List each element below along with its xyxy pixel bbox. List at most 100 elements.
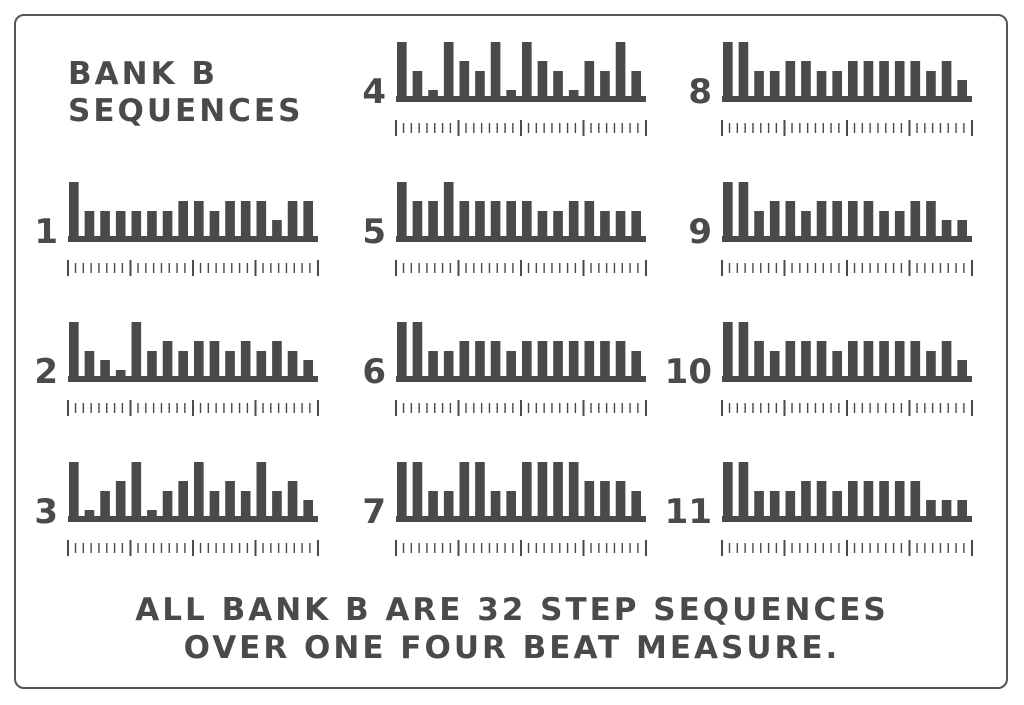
sequence-7-tick-0 (395, 540, 397, 556)
sequence-label-4: 4 (362, 72, 386, 112)
sequence-7-tick-31 (637, 543, 639, 553)
sequence-7-step-5 (428, 491, 438, 522)
sequence-9-tick-13 (822, 263, 824, 273)
sequence-11-tick-7 (775, 543, 778, 553)
sequence-7-tick-24 (582, 540, 585, 556)
sequence-10-step-5 (754, 341, 764, 382)
sequence-2-tick-28 (285, 403, 288, 413)
sequence-10-tick-28 (939, 403, 942, 413)
sequence-7-tick-14 (504, 543, 506, 553)
sequence-10-step-29 (941, 341, 952, 382)
sequence-2-tick-14 (176, 403, 178, 413)
sequence-3-tick-28 (285, 543, 288, 553)
sequence-9-tick-19 (869, 263, 871, 273)
sequence-5-tick-9 (465, 263, 467, 273)
sequence-6-tick-21 (559, 403, 561, 413)
footer-line-1: ALL BANK B ARE 32 STEP SEQUENCES (135, 592, 889, 628)
sequence-10-tick-23 (900, 403, 903, 413)
sequence-2-step-23 (240, 341, 251, 382)
sequence-1-step-29 (287, 201, 298, 242)
sequence-3-tick-9 (137, 543, 139, 553)
sequence-11-tick-10 (799, 543, 801, 553)
sequence-7-step-3 (412, 462, 423, 522)
sequence-3-baseline (68, 516, 318, 522)
sequence-7-tick-13 (496, 543, 498, 553)
sequence-5-step-15 (506, 201, 517, 242)
sequence-11-tick-1 (728, 543, 731, 553)
sequence-3-tick-19 (215, 543, 217, 553)
sequence-4-tick-18 (535, 123, 538, 133)
sequence-11-tick-23 (900, 543, 903, 553)
sequence-1-tick-5 (106, 263, 108, 273)
sequence-10-tick-16 (846, 400, 848, 416)
sequence-6-tick-8 (457, 400, 460, 416)
sequence-3-step-13 (162, 491, 173, 522)
sequence-5-tick-15 (512, 263, 514, 273)
sequence-10-tick-15 (838, 403, 840, 413)
sequence-5-tick-22 (566, 263, 569, 273)
sequence-4-tick-6 (441, 123, 444, 133)
sequence-11-step-27 (926, 500, 936, 522)
sequence-8-tick-25 (916, 123, 918, 133)
sequence-6-tick-4 (426, 403, 428, 413)
sequence-9-tick-16 (846, 260, 848, 276)
sequence-3-tick-15 (184, 543, 186, 553)
sequence-5-baseline (396, 236, 646, 242)
sequence-2-tick-5 (106, 403, 108, 413)
sequence-7-tick-8 (457, 540, 460, 556)
sequence-8-step-7 (769, 71, 780, 102)
sequence-7-step-23 (568, 462, 579, 522)
sequence-10-step-11 (801, 341, 811, 382)
sequence-10-chart (721, 322, 973, 416)
sequence-7-tick-3 (418, 543, 420, 553)
sequence-2-tick-6 (113, 403, 116, 413)
sequence-7-step-7 (443, 491, 454, 522)
sequence-4-tick-16 (520, 120, 522, 136)
sequence-8-chart (721, 42, 973, 136)
sequence-10-tick-2 (736, 403, 739, 413)
sequence-11-tick-6 (767, 543, 770, 553)
sequence-9-step-17 (848, 201, 858, 242)
sequence-8-tick-28 (939, 123, 942, 133)
sequence-label-10: 10 (664, 352, 712, 392)
sequence-4-tick-30 (629, 123, 631, 133)
sequence-9-chart (721, 182, 973, 276)
sequence-3-step-23 (240, 491, 251, 522)
sequence-11-step-15 (832, 491, 843, 522)
sequence-1-tick-28 (285, 263, 288, 273)
sequence-4-step-7 (443, 42, 454, 102)
sequence-11-tick-0 (721, 540, 723, 556)
sequence-label-2: 2 (34, 352, 58, 392)
sequence-1-step-23 (240, 201, 251, 242)
sequence-6-step-19 (537, 341, 548, 382)
sequence-9-tick-24 (908, 260, 911, 276)
sequence-8-tick-19 (869, 123, 871, 133)
sequence-3-tick-10 (145, 543, 147, 553)
sequence-7-baseline (396, 516, 646, 522)
sequence-3-step-27 (272, 491, 282, 522)
sequence-10-step-19 (863, 341, 874, 382)
sequence-11-tick-17 (853, 543, 856, 553)
sequence-1-tick-7 (121, 263, 124, 273)
sequence-8-tick-11 (806, 123, 809, 133)
sequence-6-tick-17 (527, 403, 530, 413)
sequence-2-tick-21 (231, 403, 233, 413)
sequence-3-tick-8 (129, 540, 132, 556)
sequence-4-tick-1 (402, 123, 405, 133)
sequence-10-step-17 (848, 341, 858, 382)
sequence-7-step-11 (475, 462, 485, 522)
sequence-8-tick-27 (931, 123, 934, 133)
sequence-11-tick-13 (822, 543, 824, 553)
sequence-9-tick-8 (783, 260, 786, 276)
sequence-6-tick-23 (574, 403, 577, 413)
sequence-2-tick-24 (254, 400, 257, 416)
sequence-4-step-3 (412, 71, 423, 102)
sequence-2-step-31 (303, 360, 314, 382)
sequence-7-step-17 (522, 462, 532, 522)
sequence-10-tick-0 (721, 400, 723, 416)
sequence-5-tick-25 (590, 263, 592, 273)
sequence-2-tick-29 (293, 403, 295, 413)
sequence-4-tick-9 (465, 123, 467, 133)
sequence-4-tick-13 (496, 123, 498, 133)
sequence-label-6: 6 (362, 352, 386, 392)
